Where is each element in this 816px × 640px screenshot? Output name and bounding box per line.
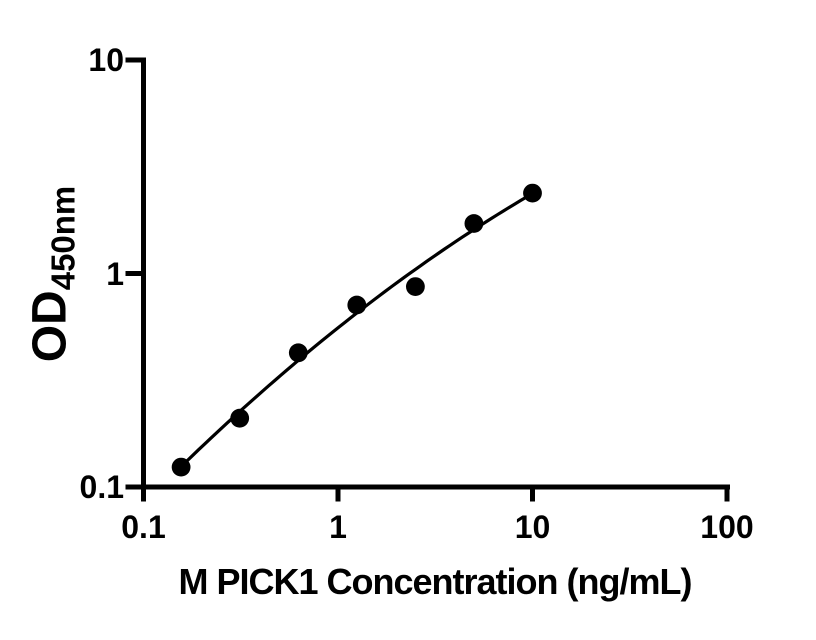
data-point	[347, 295, 367, 315]
data-point	[230, 408, 250, 428]
data-point	[464, 214, 484, 233]
y-axis-title-main: OD	[23, 290, 77, 363]
y-axis-title: OD450nm	[23, 185, 82, 363]
fit-curve	[179, 191, 535, 469]
x-tick-label: 10	[514, 509, 551, 545]
y-axis-title-subscript: 450nm	[44, 185, 82, 291]
x-tick-label: 1	[329, 509, 347, 545]
x-tick-label: 100	[700, 509, 754, 545]
y-tick-label: 0.1	[79, 469, 124, 505]
y-tick-label: 1	[106, 255, 124, 292]
data-point	[171, 457, 191, 477]
x-tick-label: 0.1	[121, 509, 166, 545]
y-tick-label: 10	[88, 42, 124, 78]
data-point	[523, 183, 542, 203]
x-axis-title: M PICK1 Concentration (ng/mL)	[178, 561, 693, 602]
data-point	[406, 277, 425, 296]
data-point	[288, 343, 308, 363]
